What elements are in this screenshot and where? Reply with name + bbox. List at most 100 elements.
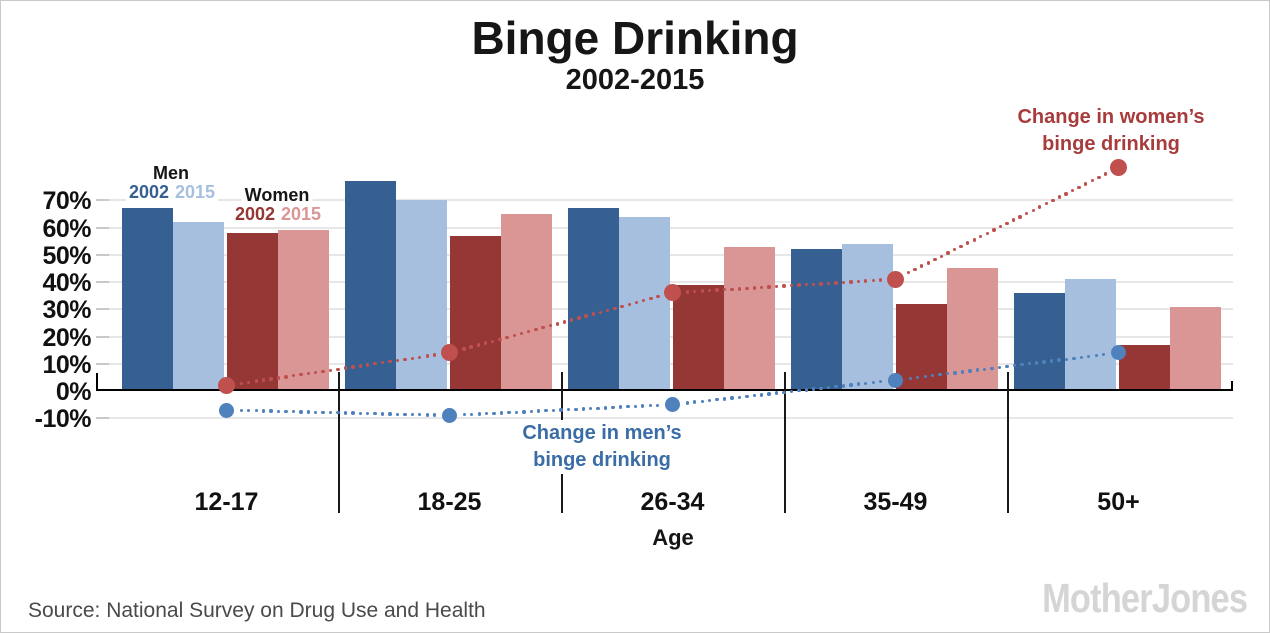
line-dot-change-in-men-s-binge-drinking xyxy=(507,410,511,415)
line-dot-change-in-men-s-binge-drinking xyxy=(603,406,608,410)
line-dot-change-in-men-s-binge-drinking xyxy=(373,412,377,416)
bar-men-2002-50 xyxy=(1014,292,1065,391)
y-tick-60 xyxy=(96,226,109,229)
line-dot-change-in-men-s-binge-drinking xyxy=(655,403,660,408)
line-dot-change-in-men-s-binge-drinking xyxy=(953,371,957,375)
line-dot-change-in-women-s-binge-drinking xyxy=(707,288,712,293)
line-dot-change-in-women-s-binge-drinking xyxy=(642,298,646,303)
line-dot-change-in-women-s-binge-drinking xyxy=(730,287,734,291)
y-tick-label-10: -10% xyxy=(34,405,92,434)
x-category-26-34: 26-34 xyxy=(640,488,705,516)
line-dot-change-in-men-s-binge-drinking xyxy=(1079,355,1084,360)
line-dot-change-in-men-s-binge-drinking xyxy=(975,368,979,372)
line-dot-change-in-men-s-binge-drinking xyxy=(1064,357,1069,361)
line-dot-change-in-women-s-binge-drinking xyxy=(715,288,719,292)
y-tick-30 xyxy=(96,308,109,311)
line-dot-change-in-women-s-binge-drinking xyxy=(584,314,588,318)
line-dot-change-in-men-s-binge-drinking xyxy=(923,374,927,379)
line-dot-change-in-men-s-binge-drinking xyxy=(366,411,370,416)
line-dot-change-in-women-s-binge-drinking xyxy=(247,380,251,384)
line-dot-change-in-men-s-binge-drinking xyxy=(700,399,704,404)
line-dot-change-in-women-s-binge-drinking xyxy=(613,306,617,311)
bar-men-2015-18-25 xyxy=(396,200,447,391)
line-dot-change-in-women-s-binge-drinking xyxy=(871,278,875,283)
line-dot-change-in-women-s-binge-drinking xyxy=(819,282,823,286)
line-dot-change-in-women-s-binge-drinking xyxy=(418,355,422,359)
line-dot-change-in-women-s-binge-drinking xyxy=(1070,188,1075,193)
y-tick-40 xyxy=(96,281,109,283)
x-axis-right-tick xyxy=(1231,381,1233,391)
line-dot-change-in-men-s-binge-drinking xyxy=(782,390,786,395)
line-point-change-in-men-s-binge-drinking-26-34 xyxy=(665,397,680,413)
line-dot-change-in-women-s-binge-drinking xyxy=(1077,185,1081,189)
line-dot-change-in-women-s-binge-drinking xyxy=(276,376,281,380)
line-dot-change-in-women-s-binge-drinking xyxy=(926,261,930,265)
line-dot-change-in-women-s-binge-drinking xyxy=(972,238,976,242)
line-dot-change-in-men-s-binge-drinking xyxy=(826,385,831,390)
line-dot-change-in-women-s-binge-drinking xyxy=(649,297,653,301)
line-dot-change-in-men-s-binge-drinking xyxy=(269,409,273,413)
annotation-women-change: Change in women’s binge drinking xyxy=(1013,104,1209,158)
line-dot-change-in-men-s-binge-drinking xyxy=(968,369,972,373)
y-tick-label-40: 40% xyxy=(42,269,91,297)
line-dot-change-in-women-s-binge-drinking xyxy=(1090,178,1094,183)
line-dot-change-in-women-s-binge-drinking xyxy=(351,365,355,369)
line-dot-change-in-men-s-binge-drinking xyxy=(358,411,362,416)
line-dot-change-in-women-s-binge-drinking xyxy=(512,333,516,338)
line-dot-change-in-men-s-binge-drinking xyxy=(410,412,415,417)
line-point-change-in-women-s-binge-drinking-50 xyxy=(1110,159,1127,177)
line-dot-change-in-women-s-binge-drinking xyxy=(505,335,509,340)
line-point-change-in-women-s-binge-drinking-35-49 xyxy=(887,270,904,288)
line-dot-change-in-men-s-binge-drinking xyxy=(834,384,838,389)
line-dot-change-in-women-s-binge-drinking xyxy=(965,241,970,245)
line-point-change-in-men-s-binge-drinking-18-25 xyxy=(442,408,457,424)
line-dot-change-in-women-s-binge-drinking xyxy=(1044,201,1049,206)
line-dot-change-in-women-s-binge-drinking xyxy=(1057,195,1062,199)
line-dot-change-in-women-s-binge-drinking xyxy=(388,359,392,364)
line-dot-change-in-women-s-binge-drinking xyxy=(483,341,488,345)
line-dot-change-in-men-s-binge-drinking xyxy=(522,410,526,414)
line-dot-change-in-men-s-binge-drinking xyxy=(551,408,556,413)
line-dot-change-in-women-s-binge-drinking xyxy=(498,337,502,341)
line-dot-change-in-men-s-binge-drinking xyxy=(499,411,504,415)
line-dot-change-in-men-s-binge-drinking xyxy=(760,393,764,397)
bar-women-2002-12-17 xyxy=(227,232,278,391)
line-dot-change-in-women-s-binge-drinking xyxy=(1018,215,1022,219)
line-dot-change-in-men-s-binge-drinking xyxy=(1035,361,1039,365)
line-dot-change-in-men-s-binge-drinking xyxy=(336,411,340,415)
line-dot-change-in-women-s-binge-drinking xyxy=(834,281,838,285)
bar-women-2015-26-34 xyxy=(724,246,775,391)
line-dot-change-in-men-s-binge-drinking xyxy=(819,386,823,390)
line-dot-change-in-men-s-binge-drinking xyxy=(254,409,258,413)
line-dot-change-in-women-s-binge-drinking xyxy=(490,339,495,343)
line-dot-change-in-women-s-binge-drinking xyxy=(462,347,466,351)
line-dot-change-in-women-s-binge-drinking xyxy=(826,281,831,286)
line-dot-change-in-women-s-binge-drinking xyxy=(722,288,727,292)
y-tick-50 xyxy=(96,253,109,256)
bar-men-2002-35-49 xyxy=(791,249,842,391)
line-dot-change-in-men-s-binge-drinking xyxy=(1087,354,1091,359)
line-dot-change-in-men-s-binge-drinking xyxy=(1101,352,1106,357)
line-dot-change-in-women-s-binge-drinking xyxy=(849,280,853,284)
y-tick-20 xyxy=(96,335,109,338)
line-dot-change-in-men-s-binge-drinking xyxy=(492,411,496,416)
line-dot-change-in-women-s-binge-drinking xyxy=(864,279,868,283)
line-dot-change-in-women-s-binge-drinking xyxy=(606,308,610,312)
legend-women-2002: 2002 xyxy=(231,204,279,225)
line-dot-change-in-women-s-binge-drinking xyxy=(841,280,846,285)
line-dot-change-in-men-s-binge-drinking xyxy=(737,395,742,399)
bar-men-2015-50 xyxy=(1065,279,1116,391)
line-dot-change-in-men-s-binge-drinking xyxy=(1012,363,1017,368)
line-dot-change-in-men-s-binge-drinking xyxy=(574,407,578,412)
line-dot-change-in-women-s-binge-drinking xyxy=(992,228,996,232)
mother-jones-logo: MotherJones xyxy=(1041,575,1248,621)
chart-title: Binge Drinking xyxy=(471,12,799,64)
line-dot-change-in-men-s-binge-drinking xyxy=(626,405,630,409)
line-dot-change-in-men-s-binge-drinking xyxy=(693,400,697,404)
bar-women-2002-18-25 xyxy=(450,235,501,391)
line-dot-change-in-women-s-binge-drinking xyxy=(343,366,348,370)
line-dot-change-in-men-s-binge-drinking xyxy=(596,406,600,410)
line-dot-change-in-men-s-binge-drinking xyxy=(514,410,519,414)
line-dot-change-in-men-s-binge-drinking xyxy=(589,406,593,411)
line-dot-change-in-men-s-binge-drinking xyxy=(529,409,533,414)
